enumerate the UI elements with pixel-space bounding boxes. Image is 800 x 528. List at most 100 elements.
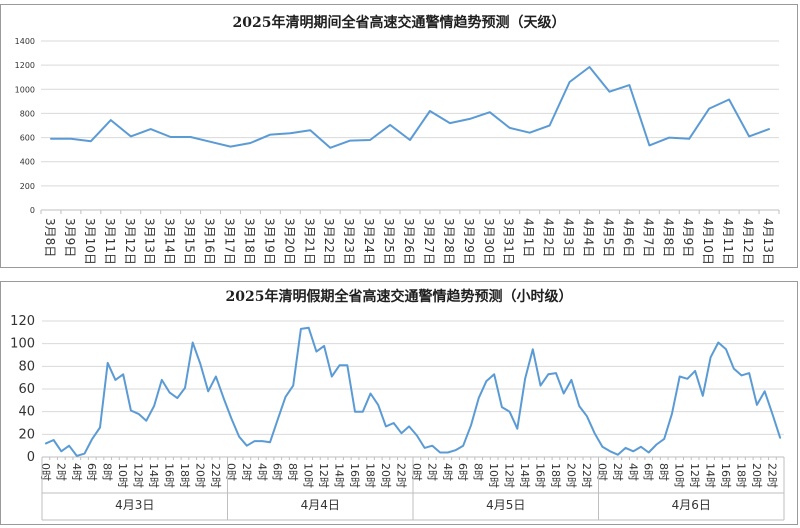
daily-chart-panel: 2025年清明期间全省高速交通警情趋势预测（天级） 0 200 400 600 800 1… <box>0 4 798 268</box>
x-tick-label: 3月13日 <box>143 218 157 265</box>
x-tick-label: 10时 <box>302 463 315 488</box>
x-tick-label: 4时 <box>255 463 268 481</box>
x-tick-label: 3月17日 <box>222 218 236 265</box>
x-tick-label: 3月28日 <box>442 218 456 265</box>
group-label: 4月4日 <box>301 498 340 512</box>
x-tick-label: 0时 <box>39 463 52 481</box>
x-tick-label: 8时 <box>101 463 114 481</box>
x-tick-label: 14时 <box>333 463 346 488</box>
x-tick-label: 3月18日 <box>242 218 256 265</box>
y-tick-label: 1200 <box>15 61 35 70</box>
y-tick-label: 600 <box>20 134 35 143</box>
x-tick-label: 0时 <box>410 463 423 481</box>
daily-chart: 2025年清明期间全省高速交通警情趋势预测（天级） 0 200 400 600 800 1… <box>15 14 780 265</box>
hourly-chart-title: 2025年清明假期全省高速交通警情趋势预测（小时级） <box>226 288 573 305</box>
x-tick-label: 22时 <box>765 463 778 488</box>
x-tick-label: 3月30日 <box>482 218 496 265</box>
y-tick-label: 100 <box>10 337 35 352</box>
x-tick-label: 0时 <box>595 463 608 481</box>
x-tick-label: 10时 <box>487 463 500 488</box>
x-tick-label: 2时 <box>611 463 624 481</box>
x-tick-label: 3月12日 <box>123 218 137 265</box>
x-tick-label: 4月11日 <box>721 218 735 265</box>
y-tick-label: 1000 <box>15 85 35 94</box>
x-tick-label: 3月21日 <box>302 218 316 265</box>
x-tick-label: 12时 <box>503 463 516 488</box>
x-tick-label: 10时 <box>673 463 686 488</box>
x-tick-label: 18时 <box>178 463 191 488</box>
x-tick-label: 4月6日 <box>621 218 635 257</box>
x-tick-label: 8时 <box>657 463 670 481</box>
x-tick-label: 2时 <box>240 463 253 481</box>
x-tick-label: 4月12日 <box>741 218 755 265</box>
y-tick-label: 20 <box>18 427 35 442</box>
x-tick-label: 3月19日 <box>262 218 276 265</box>
x-tick-label: 4时 <box>441 463 454 481</box>
x-tick-label: 4月5日 <box>601 218 615 257</box>
x-tick-label: 12时 <box>317 463 330 488</box>
x-tick-label: 2时 <box>425 463 438 481</box>
x-tick-label: 2时 <box>54 463 67 481</box>
x-tick-label: 3月27日 <box>422 218 436 265</box>
x-tick-label: 4月9日 <box>681 218 695 257</box>
y-tick-label: 40 <box>18 405 35 420</box>
y-tick-label: 0 <box>27 450 35 465</box>
x-tick-label: 20时 <box>193 463 206 488</box>
x-tick-label: 3月25日 <box>382 218 396 265</box>
x-tick-label: 16时 <box>534 463 547 488</box>
x-tick-label: 3月31日 <box>502 218 516 265</box>
x-tick-label: 3月16日 <box>203 218 217 265</box>
x-tick-label: 4月1日 <box>522 218 536 257</box>
daily-series-line <box>50 66 770 149</box>
x-tick-label: 14时 <box>147 463 160 488</box>
x-tick-label: 4月7日 <box>641 218 655 257</box>
group-label: 4月3日 <box>115 498 154 512</box>
x-tick-label: 3月23日 <box>342 218 356 265</box>
x-tick-label: 8时 <box>286 463 299 481</box>
y-tick-label: 1400 <box>15 37 35 46</box>
y-tick-label: 400 <box>20 158 35 167</box>
x-tick-label: 14时 <box>518 463 531 488</box>
x-tick-label: 4时 <box>70 463 83 481</box>
hourly-series-line <box>44 326 782 457</box>
x-tick-label: 3月15日 <box>183 218 197 265</box>
x-tick-label: 4月8日 <box>661 218 675 257</box>
x-tick-label: 20时 <box>379 463 392 488</box>
x-tick-label: 6时 <box>642 463 655 481</box>
x-tick-label: 22时 <box>209 463 222 488</box>
y-tick-label: 200 <box>20 182 35 191</box>
x-tick-label: 20时 <box>564 463 577 488</box>
x-tick-label: 18时 <box>549 463 562 488</box>
x-tick-label: 6时 <box>85 463 98 481</box>
x-tick-label: 6时 <box>456 463 469 481</box>
x-tick-label: 4月10日 <box>701 218 715 265</box>
x-tick-label: 16时 <box>163 463 176 488</box>
y-tick-label: 80 <box>18 359 35 374</box>
x-tick-label: 22时 <box>394 463 407 488</box>
x-tick-label: 3月14日 <box>163 218 177 265</box>
group-label: 4月6日 <box>672 498 711 512</box>
y-tick-label: 60 <box>18 382 35 397</box>
x-tick-label: 4月2日 <box>542 218 556 257</box>
x-tick-label: 3月29日 <box>462 218 476 265</box>
hourly-chart: 2025年清明假期全省高速交通警情趋势预测（小时级） 0 20 40 60 80 100 1… <box>10 288 785 521</box>
x-tick-label: 4月4日 <box>582 218 596 257</box>
x-tick-label: 4时 <box>626 463 639 481</box>
group-label: 4月5日 <box>486 498 525 512</box>
x-tick-label: 3月9日 <box>63 218 77 257</box>
y-tick-label: 0 <box>30 206 35 215</box>
x-tick-label: 3月8日 <box>43 218 57 257</box>
x-tick-label: 22时 <box>580 463 593 488</box>
x-tick-label: 3月22日 <box>322 218 336 265</box>
x-tick-label: 12时 <box>688 463 701 488</box>
x-tick-label: 4月13日 <box>761 218 775 265</box>
x-tick-label: 16时 <box>719 463 732 488</box>
x-tick-label: 3月26日 <box>402 218 416 265</box>
x-tick-label: 14时 <box>704 463 717 488</box>
x-tick-label: 0时 <box>224 463 237 481</box>
x-tick-label: 12时 <box>132 463 145 488</box>
x-tick-label: 10时 <box>116 463 129 488</box>
x-tick-label: 18时 <box>363 463 376 488</box>
hourly-chart-panel: 2025年清明假期全省高速交通警情趋势预测（小时级） 0 20 40 60 80 100 1… <box>0 281 798 525</box>
x-tick-label: 4月3日 <box>562 218 576 257</box>
